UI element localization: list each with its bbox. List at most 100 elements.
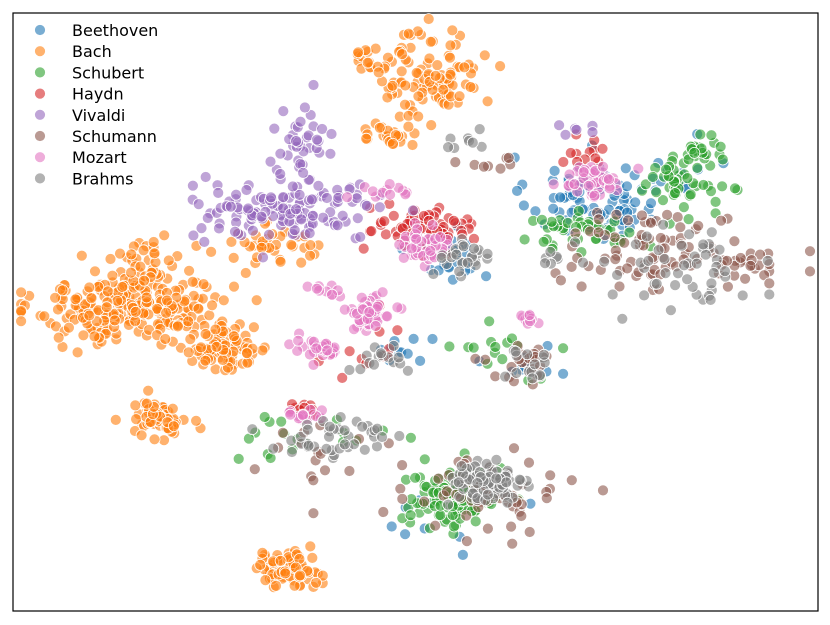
- data-point: [190, 414, 203, 427]
- data-point: [239, 267, 252, 279]
- data-point: [227, 330, 240, 343]
- data-point: [588, 189, 601, 202]
- data-point: [130, 413, 143, 426]
- data-point: [468, 242, 480, 255]
- data-point: [707, 267, 720, 279]
- data-point: [481, 95, 494, 108]
- data-point: [375, 347, 387, 360]
- data-point: [85, 292, 98, 305]
- data-point: [274, 147, 287, 160]
- data-point: [554, 191, 567, 204]
- data-point: [565, 260, 578, 273]
- data-point: [586, 126, 599, 139]
- data-point: [404, 431, 417, 444]
- data-point: [414, 354, 427, 367]
- data-point: [510, 367, 523, 379]
- data-point: [661, 208, 673, 221]
- data-point: [384, 188, 397, 201]
- data-point: [690, 257, 703, 270]
- data-point: [241, 347, 253, 360]
- data-point: [669, 187, 681, 200]
- legend-label: Beethoven: [72, 21, 158, 40]
- data-point: [378, 215, 391, 228]
- data-point: [325, 128, 338, 140]
- data-point: [523, 309, 536, 322]
- legend-item-bach: Bach: [34, 42, 112, 61]
- data-point: [681, 273, 693, 286]
- data-point: [192, 198, 205, 211]
- data-point: [719, 265, 731, 278]
- data-point: [285, 446, 298, 458]
- data-point: [216, 354, 229, 366]
- data-point: [323, 430, 335, 443]
- data-point: [360, 199, 373, 212]
- data-point: [511, 184, 523, 197]
- data-point: [306, 552, 319, 564]
- data-point: [678, 201, 690, 214]
- data-point: [69, 293, 82, 306]
- data-point: [658, 253, 671, 265]
- data-point: [657, 194, 669, 207]
- data-point: [376, 286, 389, 299]
- data-point: [109, 413, 122, 426]
- data-point: [307, 358, 320, 371]
- data-point: [424, 35, 437, 48]
- data-point: [294, 569, 306, 582]
- data-point: [148, 433, 161, 446]
- data-point: [316, 123, 329, 135]
- data-point: [186, 179, 199, 192]
- data-point: [88, 330, 101, 343]
- data-point: [158, 229, 171, 242]
- data-point: [142, 384, 155, 397]
- data-point: [461, 256, 474, 269]
- data-point: [129, 399, 142, 412]
- data-point: [387, 339, 400, 352]
- data-point: [705, 277, 718, 290]
- data-point: [404, 509, 417, 522]
- data-point: [442, 498, 455, 511]
- data-point: [217, 294, 230, 307]
- data-point: [321, 344, 334, 357]
- data-point: [242, 202, 255, 215]
- data-point: [135, 429, 148, 442]
- data-point: [448, 520, 460, 533]
- data-point: [227, 251, 240, 264]
- data-point: [365, 225, 378, 238]
- data-point: [458, 61, 471, 74]
- data-point: [494, 60, 507, 72]
- legend-marker: [34, 108, 46, 121]
- data-point: [692, 219, 705, 232]
- data-point: [331, 219, 344, 232]
- data-point: [456, 549, 469, 561]
- data-point: [739, 272, 751, 285]
- data-point: [102, 285, 114, 298]
- data-point: [275, 415, 288, 428]
- data-point: [431, 59, 444, 71]
- data-point: [460, 535, 473, 547]
- data-point: [286, 180, 299, 193]
- data-point: [606, 288, 619, 301]
- data-point: [295, 256, 308, 269]
- data-point: [294, 115, 307, 128]
- data-point: [166, 402, 179, 415]
- data-point: [501, 496, 514, 509]
- data-point: [394, 482, 407, 495]
- data-point: [366, 185, 379, 198]
- data-point: [761, 254, 774, 267]
- data-point: [182, 315, 195, 328]
- data-point: [508, 442, 520, 455]
- data-point: [316, 569, 329, 582]
- data-point: [672, 267, 684, 280]
- data-point: [636, 209, 648, 222]
- data-point: [52, 303, 64, 316]
- data-point: [336, 371, 349, 384]
- data-point: [640, 230, 653, 243]
- data-point: [199, 171, 212, 183]
- data-point: [108, 314, 121, 327]
- data-point: [629, 238, 642, 251]
- data-point: [688, 146, 701, 159]
- data-point: [255, 210, 268, 223]
- data-point: [409, 471, 422, 484]
- data-point: [383, 178, 396, 191]
- data-point: [480, 270, 493, 283]
